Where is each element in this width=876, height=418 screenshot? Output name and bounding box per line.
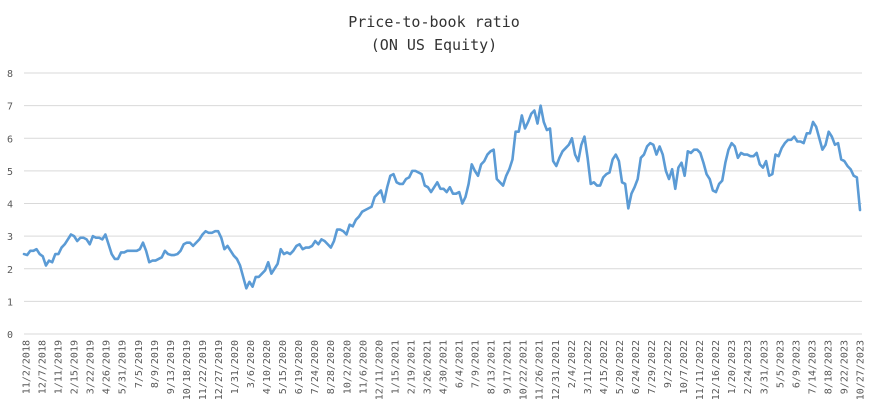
y-tick-label: 7 (7, 102, 13, 113)
y-tick-label: 0 (7, 330, 13, 341)
x-tick-label: 3/31/2023 (759, 340, 770, 394)
x-tick-label: 3/11/2022 (583, 340, 594, 394)
x-tick-label: 6/19/2020 (294, 340, 305, 394)
x-tick-label: 3/22/2019 (86, 340, 97, 394)
x-tick-label: 6/24/2022 (631, 340, 642, 394)
y-tick-label: 5 (7, 167, 13, 178)
x-tick-label: 8/18/2023 (823, 340, 834, 394)
x-tick-label: 10/7/2022 (679, 340, 690, 394)
x-tick-label: 4/10/2020 (262, 340, 273, 394)
y-tick-label: 4 (7, 200, 13, 211)
x-tick-label: 1/20/2023 (727, 340, 738, 394)
x-tick-label: 5/20/2022 (615, 340, 626, 394)
x-tick-label: 7/14/2023 (807, 340, 818, 394)
x-tick-label: 5/15/2020 (278, 340, 289, 394)
x-tick-label: 8/13/2021 (487, 340, 498, 394)
x-tick-label: 9/22/2023 (839, 340, 850, 394)
x-tick-label: 8/9/2019 (150, 340, 161, 388)
y-tick-label: 8 (7, 69, 13, 80)
plot-area (22, 104, 862, 290)
x-tick-label: 11/26/2021 (535, 340, 546, 400)
x-tick-label: 10/18/2019 (182, 340, 193, 400)
x-tick-label: 3/26/2021 (422, 340, 433, 394)
x-tick-label: 12/16/2022 (711, 340, 722, 400)
x-tick-label: 2/24/2023 (743, 340, 754, 394)
x-tick-label: 11/2/2018 (22, 340, 33, 394)
y-tick-label: 2 (7, 265, 13, 276)
y-tick-label: 6 (7, 134, 13, 145)
y-tick-label: 1 (7, 297, 13, 308)
x-tick-label: 1/15/2021 (390, 340, 401, 394)
x-tick-label: 2/15/2019 (70, 340, 81, 394)
x-tick-label: 5/5/2023 (775, 340, 786, 388)
x-tick-label: 12/31/2021 (551, 340, 562, 400)
y-axis: 0 1 2 3 4 5 6 7 8 (7, 69, 13, 341)
x-tick-label: 7/5/2019 (134, 340, 145, 388)
x-tick-label: 12/27/2019 (214, 340, 225, 400)
x-tick-label: 3/6/2020 (246, 340, 257, 388)
x-tick-label: 2/19/2021 (406, 340, 417, 394)
chart-subtitle: (ON US Equity) (371, 36, 497, 54)
x-tick-label: 5/31/2019 (118, 340, 129, 394)
x-tick-label: 7/24/2020 (310, 340, 321, 394)
y-tick-label: 3 (7, 232, 13, 243)
series-line-0 (22, 104, 862, 290)
x-tick-label: 10/27/2023 (856, 340, 867, 400)
x-tick-label: 11/6/2020 (358, 340, 369, 394)
x-tick-label: 1/11/2019 (54, 340, 65, 394)
x-tick-label: 10/22/2021 (519, 340, 530, 400)
x-tick-label: 2/4/2022 (567, 340, 578, 388)
x-tick-label: 9/17/2021 (503, 340, 514, 394)
x-tick-label: 12/7/2018 (38, 340, 49, 394)
x-tick-label: 7/29/2022 (647, 340, 658, 394)
x-tick-label: 1/31/2020 (230, 340, 241, 394)
x-tick-label: 11/22/2019 (198, 340, 209, 400)
gridlines (24, 72, 862, 335)
x-tick-label: 11/11/2022 (695, 340, 706, 400)
x-tick-label: 8/28/2020 (326, 340, 337, 394)
x-tick-label: 4/26/2019 (102, 340, 113, 394)
x-tick-label: 4/30/2021 (439, 340, 450, 394)
x-tick-label: 9/2/2022 (663, 340, 674, 388)
x-tick-label: 6/9/2023 (791, 340, 802, 388)
x-tick-label: 9/13/2019 (166, 340, 177, 394)
x-tick-label: 7/9/2021 (471, 340, 482, 388)
x-tick-label: 10/2/2020 (342, 340, 353, 394)
x-axis: 11/2/2018 12/7/2018 1/11/2019 2/15/2019 3/22… (22, 340, 867, 400)
x-tick-label: 12/11/2020 (374, 340, 385, 400)
x-tick-label: 6/4/2021 (455, 340, 466, 388)
x-tick-label: 4/15/2022 (599, 340, 610, 394)
chart-title: Price-to-book ratio (348, 13, 520, 31)
